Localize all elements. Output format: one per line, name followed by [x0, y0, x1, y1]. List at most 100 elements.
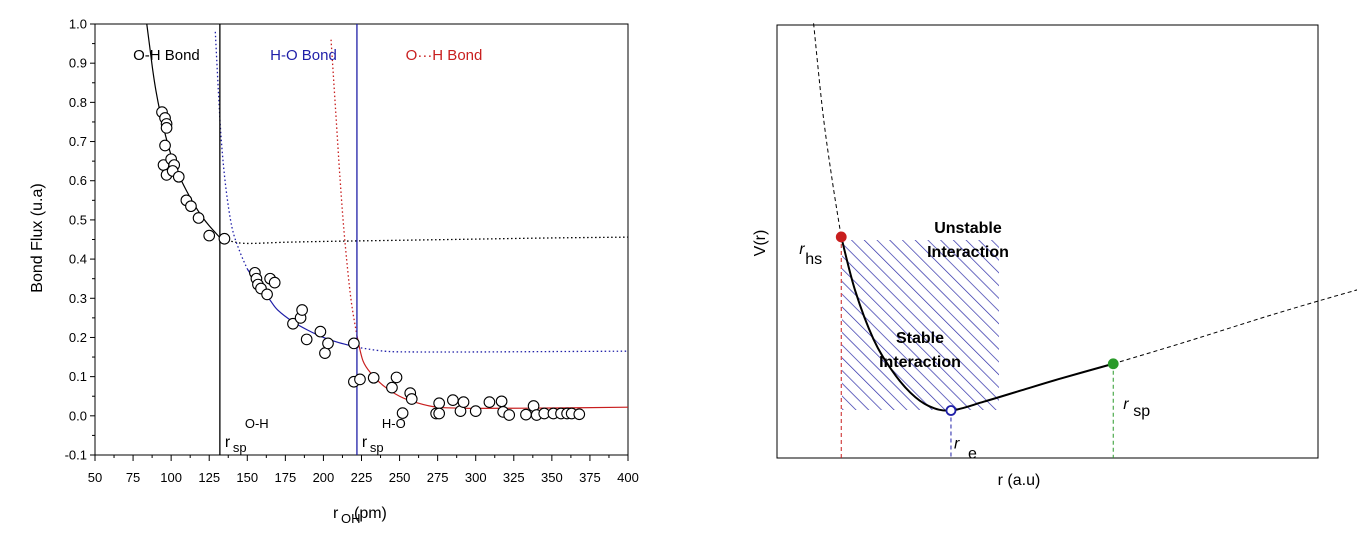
data-point: [268, 276, 281, 289]
data-point: [185, 200, 197, 213]
y-tick-label: 0.1: [69, 369, 87, 384]
data-point: [172, 170, 185, 183]
data-point: [495, 395, 508, 408]
x-tick-label: 75: [126, 470, 140, 485]
fit-curve: [356, 346, 629, 353]
x-tick-label: 375: [579, 470, 601, 485]
data-point: [203, 229, 216, 242]
potential-solid: [840, 236, 1114, 412]
x-axis-label: r: [333, 505, 339, 522]
data-point: [314, 325, 327, 338]
spinodal-label: r: [225, 434, 231, 451]
x-tick-label: 150: [236, 470, 258, 485]
fit-curve: [219, 236, 629, 245]
data-point: [296, 304, 308, 316]
y-tick-label: 0.7: [69, 134, 87, 149]
y-tick-label: 0.4: [69, 252, 87, 267]
marker-r_sp: [1107, 358, 1119, 370]
left-plot-frame: [94, 23, 629, 456]
x-axis-label-unit: (pm): [354, 505, 387, 522]
y-tick-label: 0.2: [69, 330, 87, 345]
x-tick-label: 50: [88, 470, 102, 485]
y-tick-label: 0.0: [69, 408, 87, 423]
fit-curve: [330, 39, 358, 336]
data-point: [261, 288, 273, 301]
right-guide-lines: [840, 236, 1114, 458]
y-tick-label: 0.8: [69, 95, 87, 110]
data-point: [433, 407, 446, 420]
left-spinodal-lines: [219, 24, 358, 455]
data-point: [433, 397, 446, 410]
data-point: [573, 408, 586, 421]
x-tick-label: 175: [275, 470, 297, 485]
right-potential-curve: [813, 23, 1357, 412]
region-label: O-H Bond: [133, 47, 200, 64]
data-point: [483, 396, 496, 408]
right-x-axis-label: r (a.u): [998, 472, 1041, 489]
x-tick-label: 400: [617, 470, 639, 485]
unstable-label-2: Interaction: [927, 244, 1009, 261]
data-point: [405, 393, 418, 405]
data-point: [503, 409, 516, 421]
fit-curve: [214, 31, 248, 270]
data-point: [457, 396, 470, 408]
x-tick-label: 325: [503, 470, 525, 485]
y-tick-label: 1.0: [69, 17, 87, 32]
right-y-axis-label: V(r): [752, 230, 769, 257]
marker-label: r: [1123, 396, 1129, 413]
stable-label-1: Stable: [896, 330, 944, 347]
x-tick-label: 125: [198, 470, 220, 485]
data-point: [159, 139, 171, 152]
marker-r_hs: [835, 231, 847, 243]
x-tick-label: 350: [541, 470, 563, 485]
region-label: H-O Bond: [270, 47, 337, 64]
spinodal-sub: sp: [233, 440, 247, 455]
left-axis-ticks: 50 75 100 125 150 175 200 225 250 275 300 325 350 375…: [65, 17, 639, 486]
data-point: [447, 394, 459, 406]
bond-flux-chart: 50 75 100 125 150 175 200 225 250 275 300 325 350 375…: [29, 17, 639, 527]
x-tick-label: 300: [465, 470, 487, 485]
y-tick-label: 0.5: [69, 212, 87, 227]
data-point: [192, 212, 205, 224]
right-plot-frame: [776, 24, 1319, 459]
data-point: [322, 337, 334, 350]
right-markers: [835, 231, 1119, 416]
region-label: O···H Bond: [406, 47, 483, 64]
data-point: [348, 337, 360, 350]
y-axis-label: Bond Flux (u.a): [29, 183, 46, 292]
x-tick-label: 275: [427, 470, 449, 485]
left-curves: [146, 23, 629, 410]
potential-dashed-right: [1113, 289, 1357, 365]
x-tick-label: 100: [160, 470, 182, 485]
marker-sub: e: [968, 446, 977, 463]
spinodal-sup: H-O: [382, 416, 406, 431]
y-tick-label: 0.9: [69, 56, 87, 71]
x-axis-label-sub: OH: [341, 511, 361, 526]
spinodal-sub: sp: [370, 440, 384, 455]
data-point: [354, 373, 366, 386]
data-point: [367, 371, 380, 384]
unstable-label-1: Unstable: [934, 220, 1002, 237]
y-tick-label: 0.3: [69, 291, 87, 306]
x-tick-label: 250: [389, 470, 411, 485]
data-point: [287, 317, 299, 330]
marker-label: r: [799, 241, 805, 258]
spinodal-sup: O-H: [245, 416, 269, 431]
marker-sub: hs: [805, 251, 822, 268]
hatched-region: [842, 240, 999, 410]
data-point: [386, 381, 398, 394]
data-point: [218, 232, 231, 245]
left-scatter-points: [156, 106, 586, 421]
data-point: [396, 407, 409, 419]
potential-dashed-left: [813, 23, 842, 238]
data-point: [300, 333, 313, 346]
data-point: [520, 408, 532, 421]
marker-r_e: [945, 405, 957, 416]
y-tick-label: -0.1: [65, 448, 87, 463]
data-point: [390, 371, 403, 384]
spinodal-label: r: [362, 434, 368, 451]
